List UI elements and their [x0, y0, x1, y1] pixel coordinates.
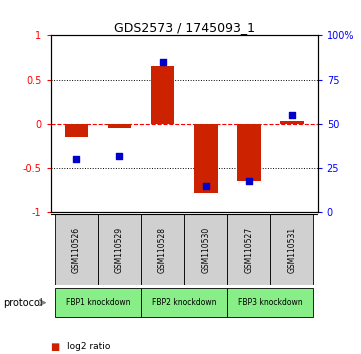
- Text: FBP3 knockdown: FBP3 knockdown: [238, 298, 303, 307]
- Point: [117, 153, 122, 159]
- Text: GSM110530: GSM110530: [201, 227, 210, 273]
- Bar: [151, 66, 174, 124]
- Bar: [55, 214, 98, 285]
- Point: [246, 178, 252, 183]
- Bar: [227, 214, 270, 285]
- Title: GDS2573 / 1745093_1: GDS2573 / 1745093_1: [114, 21, 255, 34]
- Bar: [237, 124, 261, 181]
- Bar: [55, 288, 141, 317]
- Point: [74, 156, 79, 162]
- Bar: [184, 214, 227, 285]
- Text: GSM110528: GSM110528: [158, 227, 167, 273]
- Point: [160, 59, 165, 65]
- Text: log2 ratio: log2 ratio: [67, 342, 110, 351]
- Text: ■: ■: [51, 342, 60, 352]
- Bar: [227, 288, 313, 317]
- Text: FBP1 knockdown: FBP1 knockdown: [66, 298, 130, 307]
- Bar: [65, 124, 88, 137]
- Bar: [141, 214, 184, 285]
- Bar: [108, 124, 131, 128]
- Text: GSM110527: GSM110527: [244, 227, 253, 273]
- Bar: [270, 214, 313, 285]
- Text: protocol: protocol: [4, 298, 43, 308]
- Bar: [98, 214, 141, 285]
- Point: [203, 183, 209, 189]
- Text: GSM110526: GSM110526: [72, 227, 81, 273]
- Text: GSM110529: GSM110529: [115, 227, 124, 273]
- Text: FBP2 knockdown: FBP2 knockdown: [152, 298, 216, 307]
- Bar: [141, 288, 227, 317]
- Point: [289, 112, 295, 118]
- Bar: [194, 124, 217, 193]
- Text: GSM110531: GSM110531: [287, 227, 296, 273]
- Bar: [280, 121, 304, 124]
